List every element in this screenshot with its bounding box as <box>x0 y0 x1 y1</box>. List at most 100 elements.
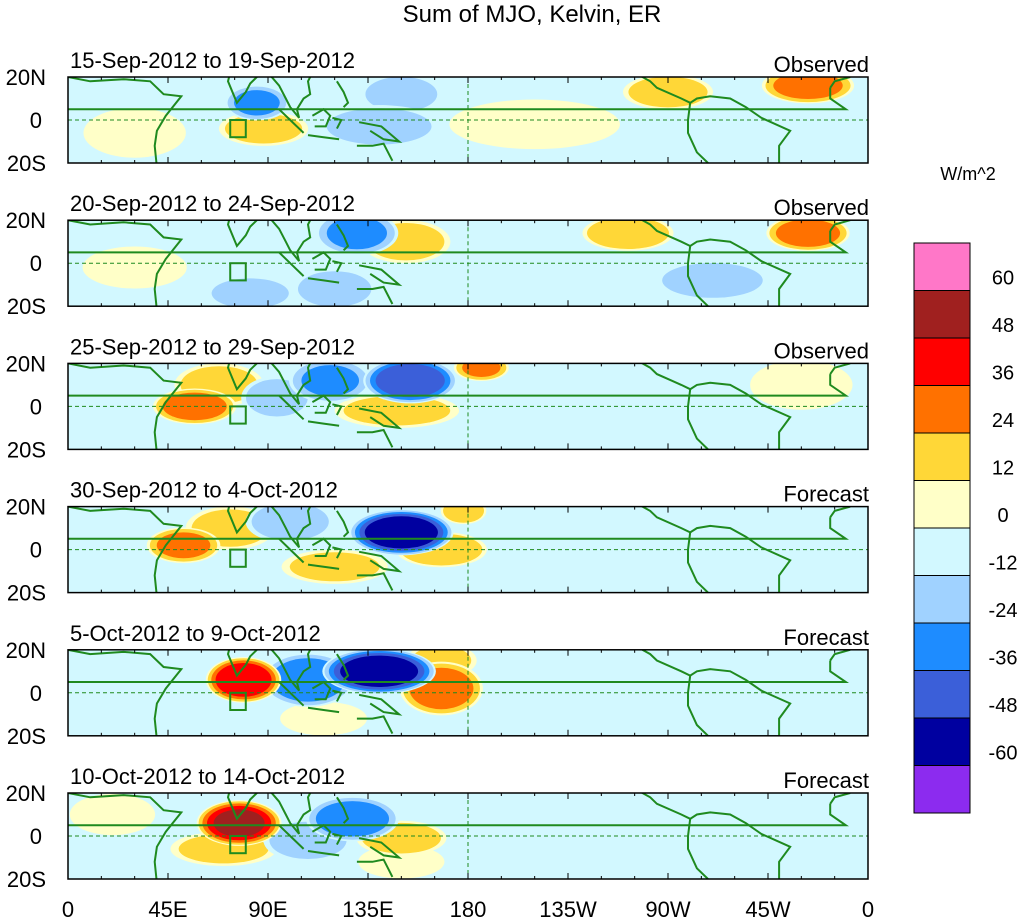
colorbar-bin <box>913 575 971 624</box>
anomaly-contour <box>674 824 795 874</box>
anomaly-contour <box>315 801 390 837</box>
coastline-path <box>640 793 792 879</box>
region-box <box>229 405 247 425</box>
anomaly-contour <box>696 697 818 736</box>
y-tick-label: 20S <box>7 437 46 462</box>
colorbar-bin <box>913 717 971 766</box>
coastline-path <box>336 367 350 395</box>
coastline-path <box>270 363 312 405</box>
coastline-path <box>226 77 259 105</box>
coastline-path <box>358 264 403 287</box>
coastline-path <box>311 394 332 414</box>
panel-date-range: 5-Oct-2012 to 9-Oct-2012 <box>70 621 321 646</box>
colorbar-tick-label: -24 <box>989 600 1018 622</box>
coastline-path <box>829 77 851 89</box>
coastline-path <box>307 850 340 857</box>
coastline-path <box>332 260 343 273</box>
coastline-path <box>356 715 394 735</box>
coastline-path <box>356 142 394 162</box>
coastline-path <box>68 660 850 683</box>
panel-kind-label: Observed <box>774 338 869 363</box>
anomaly-field <box>68 506 868 593</box>
coastline-path <box>687 818 709 879</box>
anomaly-contour <box>68 668 164 718</box>
region-box <box>229 548 247 568</box>
colorbar-bin <box>913 622 971 671</box>
colorbar-tick-label: 36 <box>992 363 1014 385</box>
y-tick-label: 0 <box>30 824 42 849</box>
x-tick-label: 90E <box>248 897 287 922</box>
anomaly-contour <box>546 372 683 415</box>
coastline-path <box>226 649 259 678</box>
coastline-path <box>687 389 709 450</box>
coastline-path <box>829 649 851 662</box>
coastline-path <box>687 532 709 593</box>
panel-date-range: 25-Sep-2012 to 29-Sep-2012 <box>70 334 355 359</box>
coastline-path <box>226 793 259 821</box>
coastlines <box>68 363 851 450</box>
y-tick-label: 0 <box>30 394 42 419</box>
coastline-path <box>68 220 184 307</box>
anomaly-contour <box>82 246 187 289</box>
coastline-path <box>311 251 332 271</box>
coastline-path <box>270 77 312 119</box>
anomaly-contour <box>662 263 763 298</box>
coastline-path <box>358 693 403 716</box>
colorbar-tick-label: 48 <box>992 315 1014 337</box>
panel-date-range: 15-Sep-2012 to 19-Sep-2012 <box>70 48 355 73</box>
anomaly-contour <box>340 655 419 687</box>
coastline-path <box>270 506 312 549</box>
anomaly-contour <box>554 533 693 584</box>
colorbar-tick-label: 12 <box>992 458 1014 480</box>
panel-kind-label: Forecast <box>783 482 869 507</box>
anomaly-contour <box>326 220 387 250</box>
anomaly-contour <box>375 363 445 398</box>
coastline-path <box>68 517 850 540</box>
anomaly-contour <box>215 663 272 697</box>
coastline-path <box>358 121 403 143</box>
x-tick-label: 90W <box>645 897 690 922</box>
y-tick-label: 20S <box>7 867 46 892</box>
anomaly-contour <box>83 108 186 158</box>
panel-date-range: 30-Sep-2012 to 4-Oct-2012 <box>70 478 338 503</box>
y-tick-label: 20N <box>6 638 46 663</box>
x-tick-label: 45E <box>148 897 187 922</box>
region-box <box>229 262 247 282</box>
x-tick-label: 0 <box>62 897 74 922</box>
coastline-path <box>68 77 184 163</box>
coastline-path <box>336 80 350 108</box>
anomaly-contour <box>68 554 164 593</box>
coastline-path <box>278 251 305 277</box>
coastline-path <box>311 108 332 128</box>
coastline-path <box>311 537 332 557</box>
anomaly-contour <box>83 77 186 115</box>
y-tick-label: 20N <box>6 495 46 520</box>
y-tick-label: 20S <box>7 151 46 176</box>
coastline-path <box>336 223 350 252</box>
colorbar-tick-label: -60 <box>989 743 1018 765</box>
coastline-path <box>68 649 184 736</box>
y-tick-label: 20S <box>7 724 46 749</box>
chart-title: Sum of MJO, Kelvin, ER <box>403 1 662 28</box>
anomaly-contour <box>364 516 438 549</box>
anomaly-contour <box>289 552 380 582</box>
coastline-path <box>307 420 340 427</box>
anomaly-contour <box>674 107 795 158</box>
coastline-path <box>640 506 792 593</box>
coastline-path <box>332 546 343 559</box>
coastline-path <box>332 689 343 702</box>
colorbar-tick-label: 60 <box>992 268 1014 290</box>
coastline-path <box>356 572 394 591</box>
colorbar-bin <box>913 480 971 529</box>
coastline-path <box>270 220 312 262</box>
y-tick-label: 20N <box>6 351 46 376</box>
x-tick-label: 180 <box>450 897 487 922</box>
coastline-path <box>829 220 851 232</box>
coastline-path <box>358 550 403 573</box>
coastline-path <box>68 374 850 397</box>
x-tick-label: 45W <box>745 897 790 922</box>
coastline-path <box>278 394 305 421</box>
colorbar-bin <box>913 432 971 481</box>
anomaly-contour <box>224 113 303 144</box>
